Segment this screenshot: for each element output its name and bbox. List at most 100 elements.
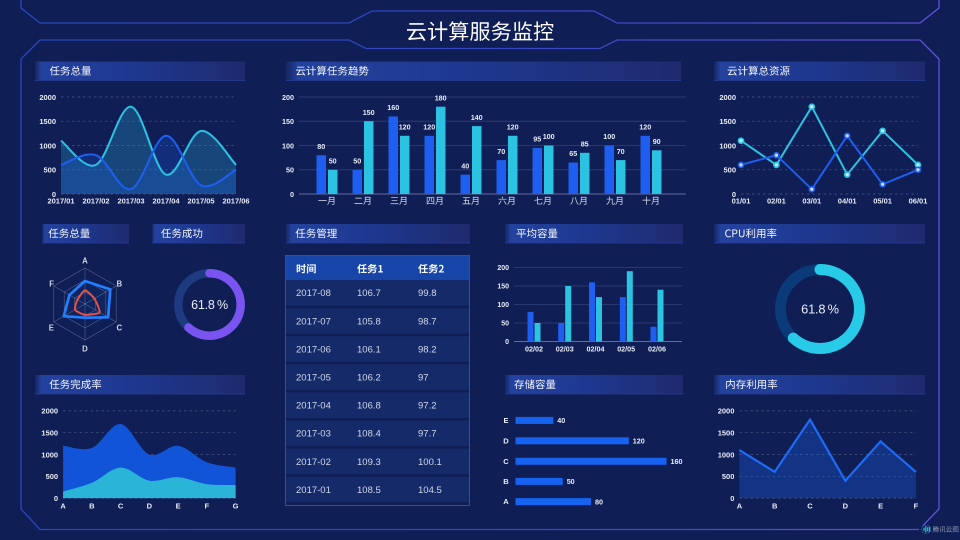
svg-text:1000: 1000	[41, 450, 58, 459]
svg-text:100: 100	[603, 132, 615, 141]
svg-text:99.8: 99.8	[418, 288, 437, 299]
svg-text:50: 50	[329, 156, 337, 165]
svg-text:85: 85	[581, 140, 589, 149]
svg-text:106.8: 106.8	[357, 401, 381, 412]
svg-text:2017-06: 2017-06	[296, 344, 331, 355]
svg-text:2017-08: 2017-08	[296, 288, 331, 299]
svg-text:C: C	[807, 502, 813, 511]
svg-text:A: A	[82, 257, 88, 266]
svg-text:0: 0	[290, 190, 294, 199]
svg-text:95: 95	[533, 135, 541, 144]
svg-text:A: A	[60, 502, 66, 511]
svg-text:140: 140	[471, 113, 483, 122]
svg-text:1000: 1000	[718, 450, 735, 459]
svg-text:150: 150	[497, 284, 509, 291]
svg-text:E: E	[503, 416, 508, 425]
svg-text:02/02: 02/02	[525, 345, 543, 354]
svg-text:2000: 2000	[719, 93, 736, 102]
svg-text:500: 500	[46, 472, 59, 481]
svg-text:B: B	[89, 502, 95, 511]
svg-text:97.7: 97.7	[418, 429, 437, 440]
svg-text:106.7: 106.7	[357, 288, 381, 299]
svg-text:0: 0	[54, 494, 58, 503]
svg-text:150: 150	[363, 108, 375, 117]
svg-text:108.5: 108.5	[357, 485, 381, 496]
svg-text:E: E	[49, 324, 54, 333]
svg-text:106.1: 106.1	[357, 344, 381, 355]
svg-text:61.8 %: 61.8 %	[191, 298, 228, 312]
svg-text:120: 120	[399, 123, 411, 132]
svg-text:2000: 2000	[718, 407, 735, 416]
svg-text:50: 50	[286, 166, 294, 175]
svg-text:2017/04: 2017/04	[152, 197, 180, 206]
svg-text:02/04: 02/04	[587, 345, 605, 354]
svg-text:2017/01: 2017/01	[47, 197, 74, 206]
svg-text:98.2: 98.2	[418, 344, 437, 355]
svg-text:2017-05: 2017-05	[296, 373, 331, 384]
svg-text:B: B	[772, 502, 778, 511]
svg-text:180: 180	[435, 93, 447, 102]
svg-text:500: 500	[722, 472, 735, 481]
svg-text:40: 40	[461, 161, 469, 170]
svg-text:2017-02: 2017-02	[296, 457, 331, 468]
svg-text:2017-04: 2017-04	[296, 401, 331, 412]
svg-text:06/01: 06/01	[909, 197, 928, 206]
svg-text:50: 50	[567, 477, 575, 486]
svg-text:02/03: 02/03	[556, 345, 574, 354]
svg-text:C: C	[117, 324, 123, 333]
svg-text:1500: 1500	[718, 429, 735, 438]
svg-text:65: 65	[569, 149, 577, 158]
svg-text:04/01: 04/01	[838, 197, 857, 206]
svg-text:F: F	[49, 280, 54, 289]
svg-text:80: 80	[317, 142, 325, 151]
svg-text:B: B	[117, 280, 123, 289]
svg-text:100: 100	[282, 141, 294, 150]
svg-text:2017-01: 2017-01	[296, 485, 331, 496]
svg-text:1000: 1000	[39, 141, 56, 150]
svg-text:98.7: 98.7	[418, 316, 437, 327]
svg-text:03/01: 03/01	[802, 197, 821, 206]
svg-text:02/01: 02/01	[767, 197, 786, 206]
svg-text:G: G	[233, 502, 239, 511]
svg-text:105.8: 105.8	[357, 316, 381, 327]
svg-text:0: 0	[52, 190, 56, 199]
svg-text:90: 90	[653, 137, 661, 146]
svg-text:1500: 1500	[719, 117, 736, 126]
svg-text:2017/02: 2017/02	[82, 197, 109, 206]
svg-text:C: C	[503, 457, 509, 466]
svg-text:70: 70	[497, 147, 505, 156]
svg-text:2017/03: 2017/03	[117, 197, 144, 206]
svg-text:0: 0	[505, 339, 509, 346]
svg-text:120: 120	[423, 123, 435, 132]
svg-text:C: C	[118, 502, 124, 511]
svg-text:50: 50	[353, 156, 361, 165]
svg-text:61.8 %: 61.8 %	[801, 302, 839, 317]
svg-text:104.5: 104.5	[418, 485, 442, 496]
svg-text:D: D	[503, 436, 509, 445]
svg-text:2017-07: 2017-07	[296, 316, 331, 327]
svg-text:200: 200	[497, 265, 509, 272]
svg-text:F: F	[914, 502, 919, 511]
svg-text:100: 100	[543, 132, 555, 141]
svg-text:40: 40	[557, 416, 565, 425]
svg-text:2000: 2000	[39, 93, 56, 102]
svg-text:0: 0	[732, 190, 736, 199]
svg-text:D: D	[843, 502, 849, 511]
svg-text:D: D	[82, 345, 88, 354]
svg-text:70: 70	[617, 147, 625, 156]
svg-text:B: B	[503, 477, 509, 486]
svg-text:50: 50	[501, 321, 509, 328]
svg-text:F: F	[205, 502, 210, 511]
svg-text:2017-03: 2017-03	[296, 429, 331, 440]
svg-text:97.2: 97.2	[418, 401, 437, 412]
svg-text:100.1: 100.1	[418, 457, 442, 468]
svg-text:1000: 1000	[719, 141, 736, 150]
svg-text:E: E	[878, 502, 883, 511]
svg-text:150: 150	[282, 117, 294, 126]
svg-text:160: 160	[671, 457, 683, 466]
svg-text:2017/05: 2017/05	[187, 197, 214, 206]
svg-text:02/05: 02/05	[617, 345, 635, 354]
svg-text:1500: 1500	[39, 117, 56, 126]
svg-text:05/01: 05/01	[873, 197, 892, 206]
svg-text:108.4: 108.4	[357, 429, 381, 440]
